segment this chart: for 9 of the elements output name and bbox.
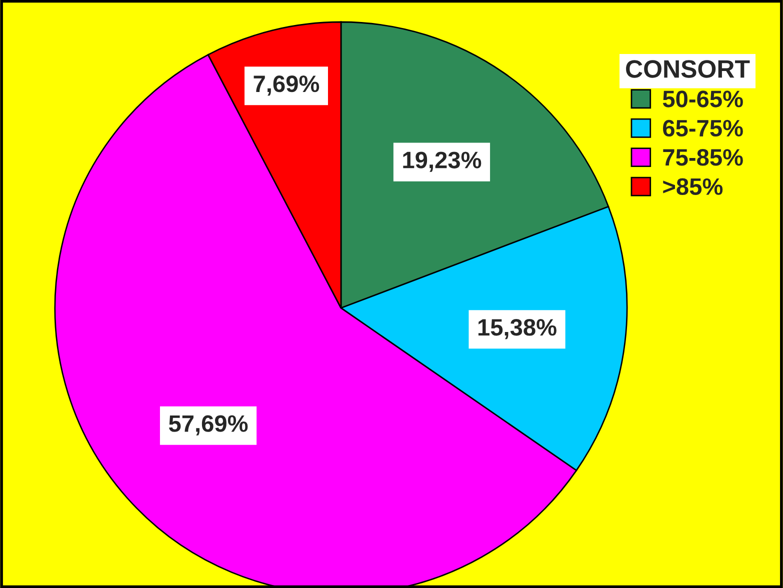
data-label: 19,23%: [403, 152, 482, 172]
data-label: 7,69%: [254, 75, 320, 96]
legend-label: >85%: [663, 178, 723, 195]
legend-label: 50-65%: [662, 90, 743, 108]
legend-title: CONSORT: [626, 60, 750, 78]
data-label: 15,38%: [478, 318, 556, 340]
legend-label: 65-75%: [663, 120, 743, 137]
legend-label: 75-85%: [663, 149, 743, 166]
data-label: 57,69%: [168, 415, 248, 436]
